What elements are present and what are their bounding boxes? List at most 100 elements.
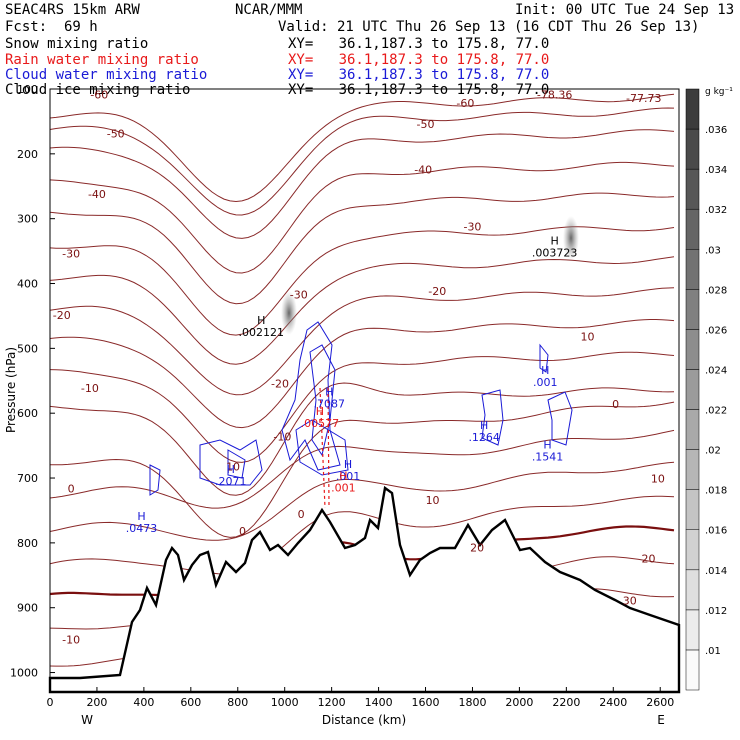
colorbar-swatch (685, 369, 700, 410)
contour-label: 0 (68, 482, 75, 495)
isotherm-line (49, 319, 675, 429)
maximum-marker: H (325, 385, 333, 398)
contour-label: -30 (463, 220, 481, 233)
field-xy-snow: XY= 36.1,187.3 to 175.8, 77.0 (288, 36, 550, 52)
contour-label: -20 (53, 309, 71, 322)
field-xy-cloudwater: XY= 36.1,187.3 to 175.8, 77.0 (288, 67, 550, 83)
field-name-snow: Snow mixing ratio (5, 36, 149, 52)
colorbar-swatch (685, 88, 700, 130)
colorbar-swatch (685, 168, 700, 210)
y-tick-label: 400 (17, 278, 38, 291)
y-tick-label: 500 (17, 342, 38, 355)
isotherm-line (49, 107, 675, 216)
colorbar-tick-label: .018 (705, 486, 727, 497)
x-tick-label: 800 (227, 696, 248, 709)
maximum-value: .003723 (532, 246, 578, 259)
isotherm-line (49, 495, 675, 575)
colorbar-tick-label: .02 (705, 446, 721, 457)
cloud-water-contour (481, 389, 504, 446)
colorbar-tick-label: .024 (705, 365, 727, 376)
valid-time: Valid: 21 UTC Thu 26 Sep 13 (16 CDT Thu … (278, 19, 700, 35)
x-tick-label: 2400 (599, 696, 627, 709)
field-name-cloudice: Cloud ice mixing ratio (5, 82, 191, 98)
colorbar-swatch (685, 289, 700, 330)
isotherm-line (50, 401, 675, 538)
colorbar-tick-label: .036 (705, 125, 727, 136)
maximum-marker: H (543, 439, 551, 452)
isotherm-line (49, 161, 675, 274)
contour-label: 10 (580, 331, 594, 344)
maximum-value: .7087 (314, 397, 346, 410)
terrain-profile (48, 485, 681, 694)
x-tick-label: 1000 (271, 696, 299, 709)
contour-label: 0 (612, 398, 619, 411)
cloud-water-contour (227, 449, 246, 479)
contour-label: -50 (417, 118, 435, 131)
model-title: SEAC4RS 15km ARW (5, 2, 140, 18)
maximum-marker: H (344, 458, 352, 471)
rain-water-contour (327, 387, 330, 506)
colorbar: .01 .012 .014 .016 .018 .02 .022 .024 .026 .028 .0… (685, 88, 727, 691)
fcst-value: 69 h (64, 19, 98, 35)
colorbar-swatch (685, 489, 700, 530)
cloud-water-contour (199, 439, 263, 486)
isotherm-line (49, 93, 675, 203)
colorbar-tick-label: .014 (705, 566, 727, 577)
colorbar-tick-label: .034 (705, 165, 727, 176)
x-tick-label: 2600 (646, 696, 674, 709)
x-tick-label: 2200 (552, 696, 580, 709)
colorbar-tick-label: .01 (705, 646, 721, 657)
maxima-labels: H.003723H.002121H.7087H.001H.1264H.1541H… (126, 234, 578, 535)
colorbar-swatch (685, 329, 700, 370)
colorbar-swatch (685, 208, 700, 250)
east-label: E (657, 713, 665, 727)
contour-label: 30 (623, 594, 637, 607)
colorbar-tick-label: .022 (705, 406, 727, 417)
isotherm-line (49, 382, 675, 496)
cloud-water-contour (295, 419, 349, 476)
plot-frame (49, 88, 680, 693)
contour-label: -77.73 (626, 92, 661, 105)
contour-label: 10 (426, 494, 440, 507)
y-tick-label: 700 (17, 472, 38, 485)
isotherm-line (49, 461, 675, 541)
colorbar-swatch (685, 569, 700, 611)
x-tick-label: 200 (86, 696, 107, 709)
y-tick-label: 600 (17, 407, 38, 420)
y-axis-title: Pressure (hPa) (4, 347, 18, 433)
x-tick-label: 1800 (458, 696, 486, 709)
isotherm-line (49, 256, 675, 365)
contour-label: -10 (273, 430, 291, 443)
field-name-cloudwater: Cloud water mixing ratio (5, 67, 208, 83)
colorbar-swatch (685, 529, 700, 571)
y-tick-label: 200 (17, 148, 38, 161)
colorbar-tick-label: .012 (705, 606, 727, 617)
contour-label: 10 (226, 460, 240, 473)
contour-label: 20 (470, 541, 484, 554)
x-tick-label: 2000 (505, 696, 533, 709)
fcst-label: Fcst: (5, 19, 48, 35)
isotherm-line (49, 351, 675, 463)
cloud-water-contour (539, 343, 549, 373)
colorbar-swatch (685, 128, 700, 170)
contour-label: 0 (239, 525, 246, 538)
colorbar-swatch (685, 449, 700, 490)
maximum-value: .00577 (301, 417, 340, 430)
maximum-marker: H (137, 510, 145, 523)
contour-label: -30 (290, 288, 308, 301)
contour-label: -10 (62, 633, 80, 646)
maximum-marker: H (480, 419, 488, 432)
y-tick-label: 900 (17, 602, 38, 615)
maximum-marker: H (257, 314, 265, 327)
contour-label: -40 (414, 163, 432, 176)
mixing-ratio-features (149, 216, 579, 509)
field-name-rain: Rain water mixing ratio (5, 52, 199, 68)
colorbar-tick-label: .016 (705, 526, 727, 537)
maximum-marker: H (339, 470, 347, 483)
maximum-value: .001 (331, 482, 356, 495)
ice-maximum-blob (281, 291, 297, 335)
cloud-water-contour (547, 391, 573, 446)
isotherm-line (49, 287, 675, 396)
cloud-water-contour (149, 464, 161, 496)
maximum-marker: H (316, 405, 324, 418)
